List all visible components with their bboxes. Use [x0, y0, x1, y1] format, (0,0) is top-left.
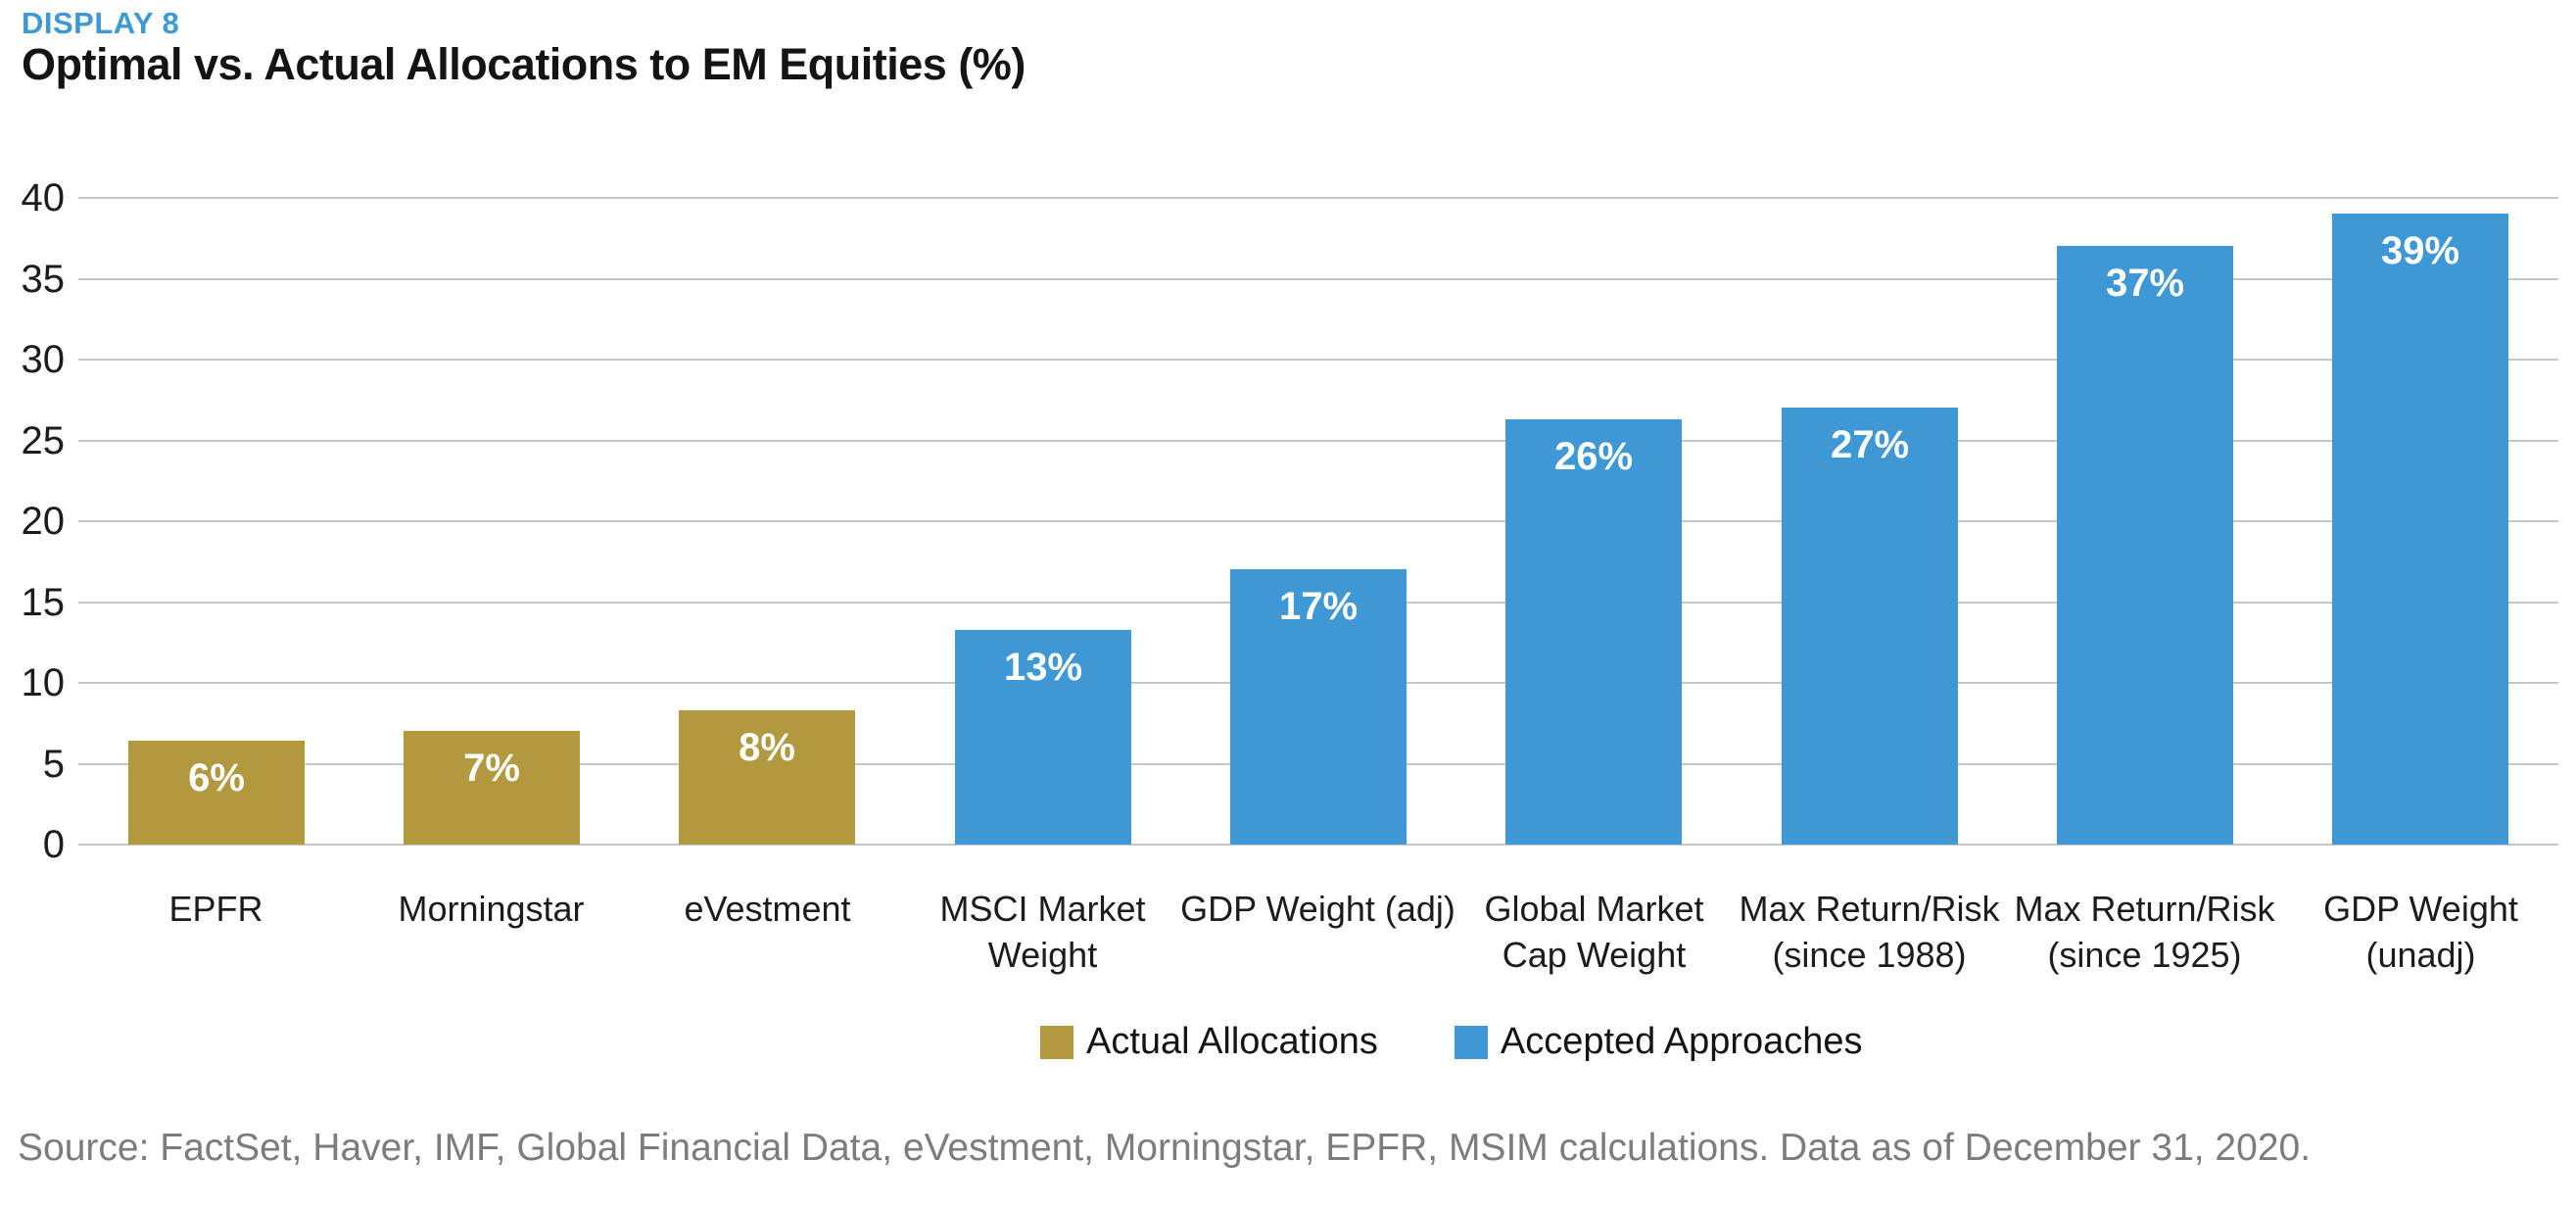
y-tick-label-0: 0	[42, 823, 65, 866]
legend-swatch-actual-allocations-icon	[1040, 1025, 1073, 1059]
bar-value-label: 13%	[1003, 646, 1083, 689]
y-tick-label-5: 5	[42, 742, 65, 786]
x-axis-label-max-return-risk-since-1988-: Max Return/Risk (since 1988)	[1732, 886, 2007, 978]
bar-msci-market-weight: 13%	[955, 630, 1131, 845]
gridline-20	[78, 520, 2558, 522]
bar-max-return-risk-since-1988-: 27%	[1782, 408, 1958, 845]
bar-value-label: 7%	[463, 747, 520, 790]
y-axis: 0 5 10 15 20 25 30 35 40	[0, 176, 66, 866]
bar-value-label: 37%	[2105, 262, 2185, 305]
bar-value-label: 8%	[739, 726, 795, 769]
legend-item-actual-allocations: Actual Allocations	[1040, 1021, 1378, 1063]
y-tick-label-35: 35	[21, 257, 66, 301]
x-axis-label-epfr: EPFR	[78, 886, 354, 932]
x-axis-label-line: Cap Weight	[1502, 935, 1687, 975]
bar-value-label: 27%	[1830, 423, 1910, 466]
bar-gdp-weight-adj-: 17%	[1230, 569, 1407, 845]
source-note: Source: FactSet, Haver, IMF, Global Fina…	[18, 1127, 2312, 1169]
x-axis-label-morningstar: Morningstar	[354, 886, 629, 932]
bar-chart-plot-area: 6% 7% 8% 13% 17% 26% 27% 37% 39% EPFR Morningstar e…	[78, 197, 2558, 975]
x-axis-label-line: MSCI Market	[939, 889, 1146, 929]
x-axis-label-evestment: eVestment	[630, 886, 905, 932]
gridline-35	[78, 277, 2558, 280]
x-axis-label-line: GDP Weight	[2323, 889, 2518, 929]
x-axis-label-gdp-weight-unadj-: GDP Weight (unadj)	[2283, 886, 2558, 978]
gridline-30	[78, 359, 2558, 361]
x-axis-label-line: (since 1988)	[1772, 935, 1967, 975]
y-tick-label-10: 10	[21, 661, 66, 704]
x-axis-label-line: Morningstar	[398, 889, 585, 929]
x-axis-label-line: (since 1925)	[2047, 935, 2242, 975]
bar-value-label: 6%	[188, 756, 245, 799]
bar-value-label: 17%	[1278, 585, 1359, 628]
display-number-label: DISPLAY 8	[22, 6, 180, 40]
bar-gdp-weight-unadj-: 39%	[2332, 214, 2508, 845]
gridline-0	[78, 844, 2558, 846]
x-axis-label-msci-market-weight: MSCI Market Weight	[905, 886, 1180, 978]
chart-legend: Actual Allocations Accepted Approaches	[1040, 1021, 1863, 1063]
y-tick-label-15: 15	[21, 580, 66, 624]
bar-value-label: 39%	[2380, 229, 2460, 272]
gridline-25	[78, 439, 2558, 442]
gridline-40	[78, 197, 2558, 199]
x-axis-label-line: Max Return/Risk	[2014, 889, 2275, 929]
x-axis-label-gdp-weight-adj-: GDP Weight (adj)	[1180, 886, 1455, 932]
bar-value-label: 26%	[1553, 435, 1634, 478]
x-axis-label-line: Global Market	[1484, 889, 1704, 929]
y-tick-label-40: 40	[21, 176, 66, 219]
y-tick-label-25: 25	[21, 418, 66, 462]
legend-swatch-accepted-approaches-icon	[1454, 1025, 1488, 1059]
chart-title: Optimal vs. Actual Allocations to EM Equ…	[22, 39, 1026, 89]
x-axis-label-global-market-cap-weight: Global Market Cap Weight	[1456, 886, 1732, 978]
x-axis-label-line: eVestment	[684, 889, 851, 929]
legend-item-accepted-approaches: Accepted Approaches	[1454, 1021, 1863, 1063]
bar-epfr: 6%	[128, 741, 305, 845]
x-axis-label-line: Max Return/Risk	[1739, 889, 2000, 929]
x-axis-label-line: (unadj)	[2365, 935, 2476, 975]
bar-evestment: 8%	[679, 710, 855, 845]
x-axis-label-line: GDP Weight (adj)	[1180, 889, 1455, 929]
bar-global-market-cap-weight: 26%	[1505, 419, 1682, 845]
bar-max-return-risk-since-1925-: 37%	[2057, 246, 2233, 845]
x-axis-label-max-return-risk-since-1925-: Max Return/Risk (since 1925)	[2007, 886, 2282, 978]
y-tick-label-30: 30	[21, 338, 66, 381]
bar-morningstar: 7%	[404, 731, 580, 845]
legend-label: Actual Allocations	[1086, 1021, 1378, 1062]
legend-label: Accepted Approaches	[1500, 1021, 1863, 1062]
x-axis-label-line: EPFR	[168, 889, 263, 929]
y-tick-label-20: 20	[21, 500, 66, 543]
x-axis-label-line: Weight	[987, 935, 1098, 975]
